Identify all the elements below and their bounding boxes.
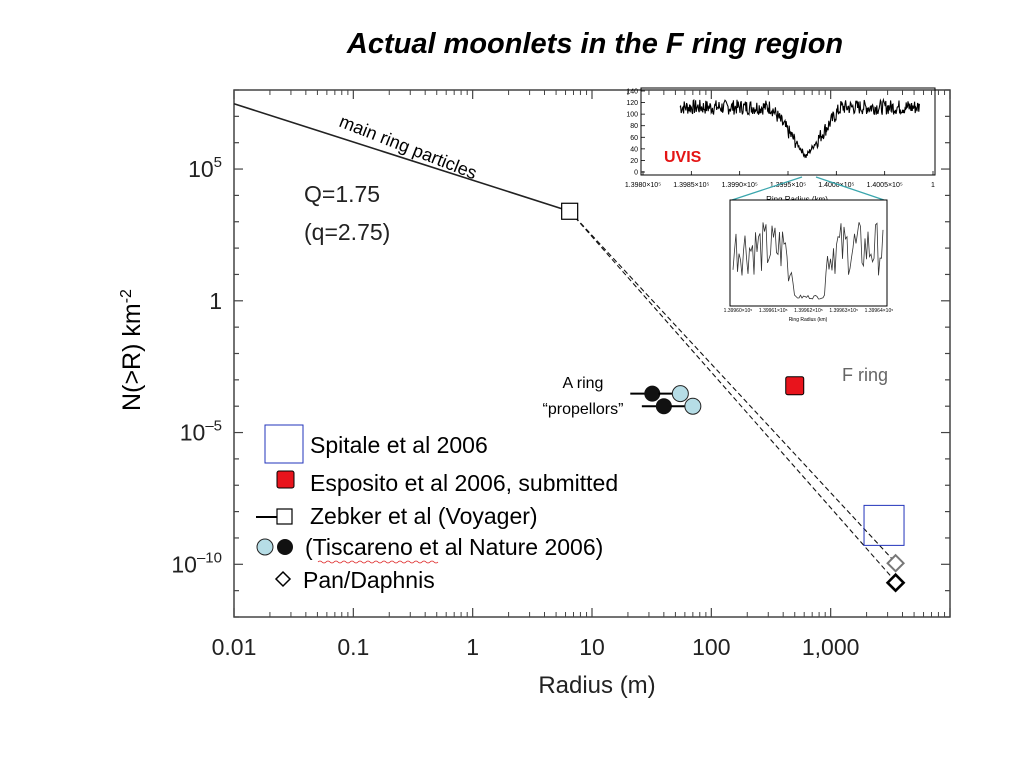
inset-y-tick-label: 80 <box>630 123 638 130</box>
inset-y-tick-label: 100 <box>626 112 638 119</box>
y-tick-label-base: 10 <box>171 551 197 577</box>
y-tick-label-base: 10 <box>188 156 214 182</box>
a-ring-label-1: A ring <box>563 375 604 392</box>
y-tick-label-sup: –10 <box>197 549 222 566</box>
y-tick-label: 10–10 <box>171 549 222 577</box>
inset-x-tick-label: 1.4000×10⁵ <box>818 182 854 189</box>
inset-x-tick-label: 1.3990×10⁵ <box>722 182 758 189</box>
inset-x-tick-label: 1.4005×10⁵ <box>867 182 903 189</box>
y-axis-label: N(>R) km-2 <box>118 289 146 411</box>
tiscareno-filled-marker <box>644 385 661 402</box>
x-tick-label: 100 <box>692 634 730 660</box>
x-tick-label: 1 <box>466 634 479 660</box>
legend-label-zebker: Zebker et al (Voyager) <box>310 503 538 529</box>
y-tick-label-sup: 5 <box>214 154 222 171</box>
legend-label-pan-daphnis: Pan/Daphnis <box>303 567 435 593</box>
legend-marker-zebker <box>276 508 293 525</box>
data-markers <box>561 202 906 593</box>
legend-marker-tiscareno-filled <box>277 539 293 555</box>
legend-label-spitale: Spitale et al 2006 <box>310 432 488 458</box>
slope-label-q-cap: Q=1.75 <box>304 181 380 207</box>
inset-uvis-label: UVIS <box>664 149 702 166</box>
inset-connector-left <box>731 176 803 201</box>
legend-label-tiscareno: (Tiscareno et al Nature 2006) <box>305 534 603 560</box>
f-ring-label: F ring <box>842 365 888 385</box>
pan-daphnis-marker <box>885 572 906 593</box>
tiscareno-light-marker <box>671 385 689 403</box>
inset-x-tick-label: 1 <box>931 182 935 189</box>
tiscareno-filled-marker <box>655 398 672 415</box>
inset-y-tick-label: 0 <box>634 170 638 177</box>
legend: Spitale et al 2006 Esposito et al 2006, … <box>256 424 618 593</box>
pan-daphnis-marker <box>886 553 906 573</box>
legend-marker-spitale <box>264 424 304 464</box>
y-tick-label-base: 10 <box>180 420 206 446</box>
inset-signal-trace <box>679 97 920 159</box>
spitale-marker <box>863 504 905 546</box>
x-tick-label: 0.1 <box>337 634 369 660</box>
inset-zoom-x-tick-label: 1.39962×10⁵ <box>794 308 823 314</box>
extrapolation-dashed-line <box>569 210 898 565</box>
legend-marker-tiscareno-light <box>256 538 274 556</box>
inset-y-tick-label: 20 <box>630 158 638 165</box>
esposito-marker <box>785 376 805 396</box>
x-tick-labels: 0.01 0.1 1 10 100 1,000 <box>212 634 860 660</box>
inset-y-tick-label: 120 <box>626 100 638 107</box>
power-law-label: main ring particles <box>337 111 480 183</box>
y-tick-label: 105 <box>188 154 222 182</box>
fit-lines <box>233 103 898 579</box>
inset-x-tick-label: 1.3985×10⁵ <box>673 182 709 189</box>
inset-connector-right <box>815 176 885 201</box>
y-axis-label-sup: -2 <box>118 289 135 303</box>
inset-x-tick-label: 1.3980×10⁵ <box>625 182 661 189</box>
y-axis-label-base: N(>R) km <box>118 303 146 411</box>
extrapolation-dashed-line <box>569 210 893 579</box>
tiscareno-light-marker <box>684 397 702 415</box>
inset-zoom-x-tick-label: 1.39963×10⁵ <box>829 308 858 314</box>
legend-underline <box>317 560 439 564</box>
inset-y-tick-label: 140 <box>626 89 638 96</box>
inset-x-ticks: 1.3980×10⁵ 1.3985×10⁵ 1.3990×10⁵ 1.3995×10⁵… <box>625 171 935 189</box>
slope-label-q: (q=2.75) <box>304 219 390 245</box>
inset-x-tick-label: 1.3995×10⁵ <box>770 182 806 189</box>
x-tick-label: 0.01 <box>212 634 257 660</box>
legend-label-esposito: Esposito et al 2006, submitted <box>310 470 618 496</box>
slide-title: Actual moonlets in the F ring region <box>346 28 844 60</box>
inset-zoom-x-axis-label: Ring Radius (km) <box>789 317 828 323</box>
axis-ticks <box>233 89 951 618</box>
inset-y-ticks: 140 120 100 80 60 40 20 0 <box>626 89 645 177</box>
inset-y-tick-label: 60 <box>630 135 638 142</box>
y-tick-label-base: 1 <box>209 288 222 314</box>
inset-y-tick-label: 40 <box>630 146 638 153</box>
inset-zoom-x-tick-label: 1.39964×10⁵ <box>865 308 894 314</box>
legend-marker-pan-daphnis <box>274 570 292 588</box>
inset-zoom-x-tick-label: 1.39960×10⁵ <box>724 308 753 314</box>
x-tick-label: 10 <box>579 634 605 660</box>
inset-zoom-trace <box>732 222 884 300</box>
inset-zoom-frame <box>729 199 888 307</box>
x-tick-label: 1,000 <box>802 634 860 660</box>
y-tick-label: 1 <box>209 288 222 314</box>
main-ring-power-law-line <box>233 103 570 213</box>
y-tick-label-sup: –5 <box>205 418 222 435</box>
x-axis-label: Radius (m) <box>538 672 655 699</box>
y-tick-label: 10–5 <box>180 418 222 446</box>
a-ring-label-2: “propellors” <box>543 401 624 418</box>
zebker-marker <box>561 202 579 220</box>
inset-zoom-x-ticks: 1.39960×10⁵ 1.39961×10⁵ 1.39962×10⁵ 1.39963… <box>724 308 894 314</box>
legend-marker-esposito <box>276 470 295 489</box>
inset-zoom-x-tick-label: 1.39961×10⁵ <box>759 308 788 314</box>
